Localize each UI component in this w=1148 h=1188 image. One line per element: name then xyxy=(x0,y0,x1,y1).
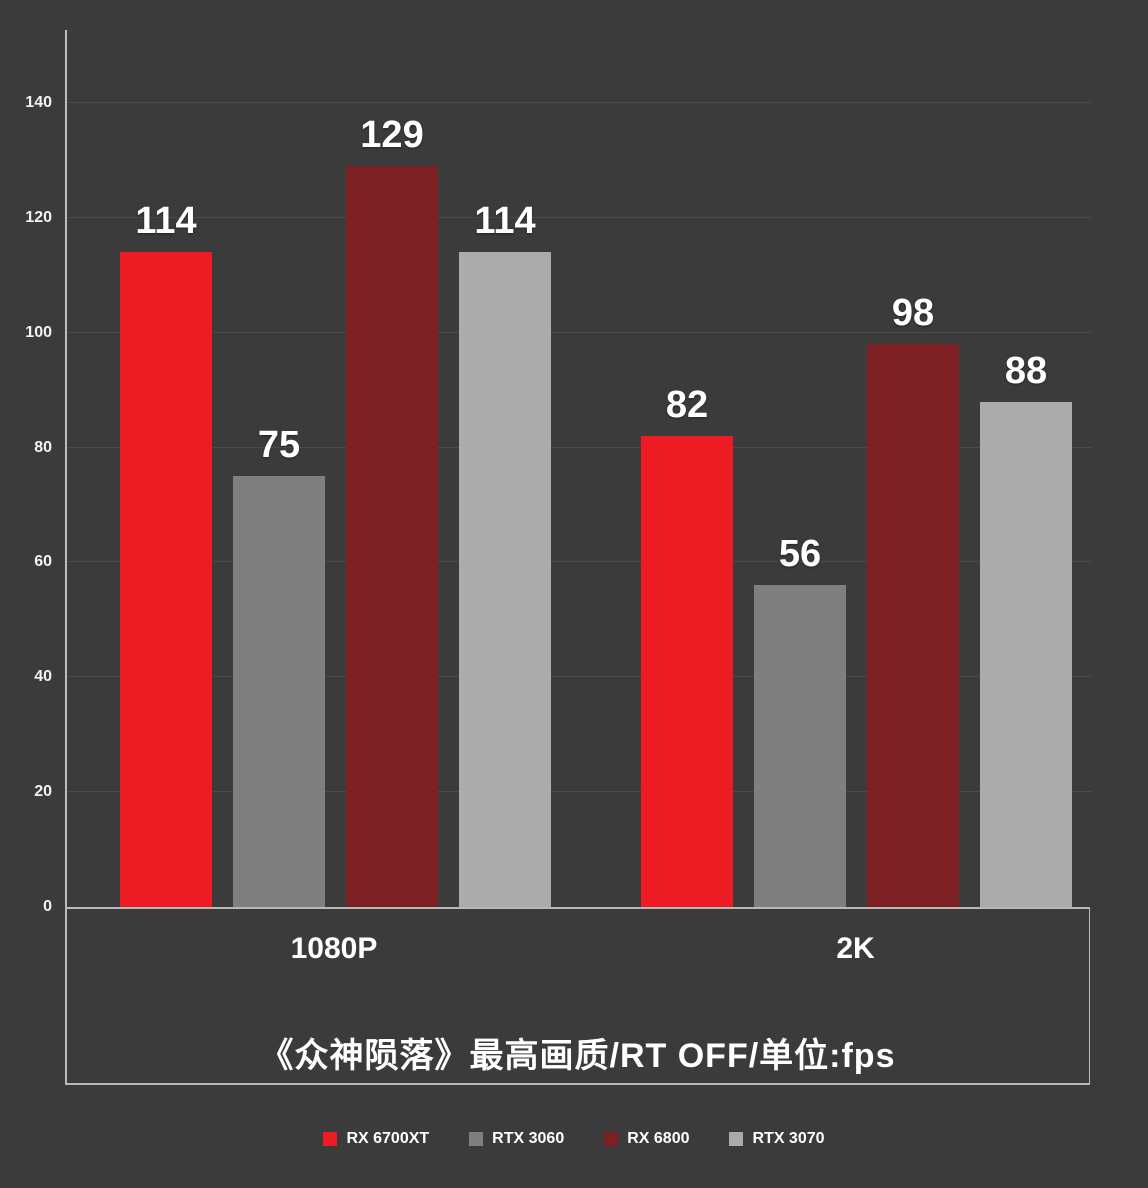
gridline-20 xyxy=(67,791,1092,793)
x-axis-category-labels: 1080P 2K xyxy=(65,932,1090,966)
legend-swatch-icon xyxy=(469,1132,484,1146)
y-axis-tick-label-100: 100 xyxy=(25,323,52,341)
bar-rx-6700xt-1080p xyxy=(120,252,212,907)
gridline-100 xyxy=(67,331,1092,333)
chart-title: 《众神陨落》最高画质/RT OFF/单位:fps xyxy=(259,1037,896,1075)
gridline-80 xyxy=(67,446,1092,448)
legend-item-rx-6800: RX 6800 xyxy=(604,1130,689,1148)
y-axis-tick-label-140: 140 xyxy=(25,94,52,111)
legend-item-rtx-3060: RTX 3060 xyxy=(469,1130,564,1148)
bar-rtx-3060-2k xyxy=(754,585,846,907)
gridline-60 xyxy=(67,561,1092,563)
legend-swatch-icon xyxy=(729,1132,744,1146)
y-axis-tick-label-60: 60 xyxy=(34,553,52,571)
bar-value-label: 129 xyxy=(360,114,424,157)
legend-item-rx-6700xt: RX 6700XT xyxy=(323,1130,429,1148)
y-axis-tick-label-80: 80 xyxy=(34,438,52,456)
x-axis-category-label-2k: 2K xyxy=(836,932,875,965)
bar-value-label: 82 xyxy=(665,384,709,427)
bar-value-label: 114 xyxy=(474,200,536,243)
bar-rx-6700xt-2k xyxy=(641,436,733,907)
bar-value-label: 88 xyxy=(1004,349,1048,392)
bar-rtx-3070-2k xyxy=(980,401,1072,907)
legend-label: RTX 3060 xyxy=(492,1130,565,1147)
y-axis-tick-label-120: 120 xyxy=(25,208,52,226)
bar-rx-6800-1080p xyxy=(346,166,438,907)
y-axis-tick-label-20: 20 xyxy=(34,783,52,801)
x-axis-box xyxy=(65,907,1090,1085)
bar-value-label: 56 xyxy=(778,533,822,576)
bar-value-label: 98 xyxy=(891,292,935,335)
x-axis-category-label-1080p: 1080P xyxy=(290,932,378,965)
y-axis-tick-label-40: 40 xyxy=(34,668,52,686)
bar-value-label: 75 xyxy=(257,424,301,467)
bar-value-label: 114 xyxy=(135,200,197,243)
bars-row: 114 75 129 114 82 56 98 88 xyxy=(67,30,1092,907)
legend-swatch-icon xyxy=(323,1132,338,1146)
gridline-140 xyxy=(67,102,1092,103)
bar-slot-rtx-3060-1080p: 75 xyxy=(233,426,325,907)
legend-swatch-icon xyxy=(604,1132,619,1146)
bar-slot-rx-6800-1080p: 129 xyxy=(346,116,438,907)
bar-group-2k: 82 56 98 88 xyxy=(641,294,1072,907)
y-axis-tick-label-0: 0 xyxy=(43,898,52,915)
bar-slot-rx-6700xt-2k: 82 xyxy=(641,386,733,907)
bar-slot-rx-6700xt-1080p: 114 xyxy=(120,202,212,907)
legend-item-rtx-3070: RTX 3070 xyxy=(729,1130,825,1148)
bar-rtx-3060-1080p xyxy=(233,476,325,907)
bar-slot-rtx-3070-2k: 88 xyxy=(980,352,1072,907)
bar-rx-6800-2k xyxy=(867,344,959,907)
bar-slot-rtx-3060-2k: 56 xyxy=(754,535,846,907)
legend-label: RX 6800 xyxy=(627,1130,690,1147)
bar-slot-rtx-3070-1080p: 114 xyxy=(459,202,551,907)
bar-rtx-3070-1080p xyxy=(459,252,551,907)
legend: RX 6700XT RTX 3060 RX 6800 RTX 3070 xyxy=(0,1130,1148,1148)
legend-label: RTX 3070 xyxy=(752,1130,825,1147)
bar-group-1080p: 114 75 129 114 xyxy=(120,116,551,907)
plot-area: 114 75 129 114 82 56 98 88 xyxy=(65,30,1092,907)
gridline-120 xyxy=(67,216,1092,218)
legend-label: RX 6700XT xyxy=(346,1130,430,1147)
bar-slot-rx-6800-2k: 98 xyxy=(867,294,959,907)
gridline-40 xyxy=(67,676,1092,678)
